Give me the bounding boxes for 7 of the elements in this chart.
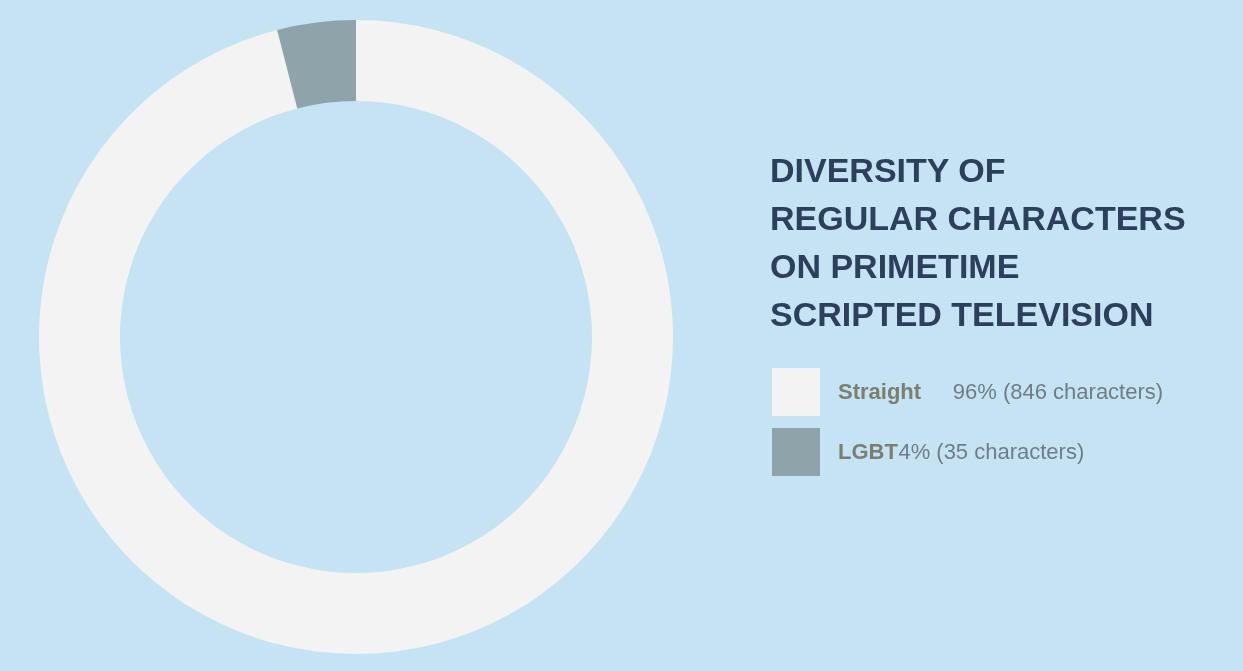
legend-label: Straight <box>838 379 922 404</box>
text: DIVERSITY OF REGULAR CHARACTERS ON PRIMETIME SCRIPTED TELEVISION <box>770 151 1186 333</box>
data-label: 4% (35 characters) <box>898 439 1085 464</box>
donut-slice <box>39 20 673 654</box>
legend-label: LGBT <box>838 439 899 464</box>
data-label: 96% (846 characters) <box>952 379 1164 404</box>
donut-slice <box>277 20 356 109</box>
